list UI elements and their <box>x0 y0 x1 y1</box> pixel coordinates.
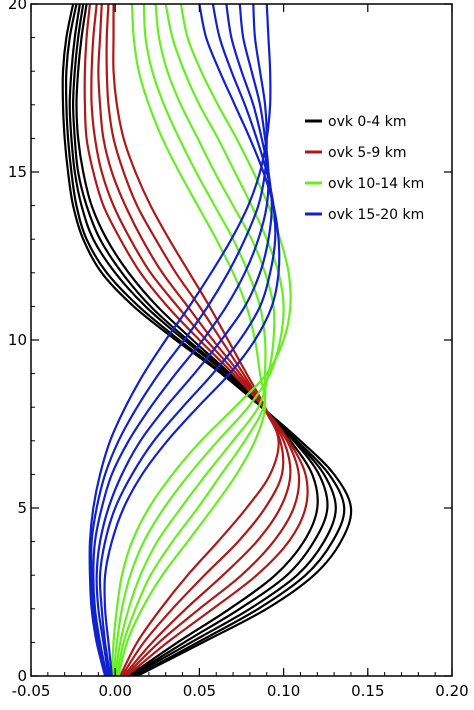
y-tick-label: 5 <box>17 499 27 517</box>
y-tick-label: 15 <box>8 163 27 181</box>
x-tick-label: 0.05 <box>183 682 216 700</box>
series-line-19 <box>92 4 270 676</box>
series-line-15 <box>110 4 292 676</box>
x-tick-label: 0.00 <box>98 682 131 700</box>
series-line-8 <box>97 4 292 676</box>
series-line-13 <box>114 4 276 676</box>
series-line-10 <box>112 4 280 676</box>
series-line-17 <box>98 4 277 676</box>
series-line-4 <box>72 4 329 676</box>
x-tick-label: 0.10 <box>267 682 300 700</box>
series-line-21 <box>88 4 272 676</box>
series-line-16 <box>103 4 281 676</box>
axis-ticks: -0.05 0.00 0.05 0.10 0.15 0.20 0 5 10 15 20 <box>8 0 469 700</box>
x-tick-label: -0.05 <box>12 682 51 700</box>
series-line-2 <box>64 4 346 676</box>
y-tick-label: 10 <box>8 331 27 349</box>
legend-label: ovk 0-4 km <box>328 114 406 130</box>
legend-label: ovk 15-20 km <box>328 207 424 223</box>
legend: ovk 0-4 km ovk 5-9 km ovk 10-14 km ovk 15-2… <box>305 114 424 223</box>
y-tick-label: 0 <box>17 667 27 685</box>
y-tick-label: 20 <box>8 0 27 13</box>
x-tick-label: 0.15 <box>351 682 384 700</box>
series-line-6 <box>83 4 309 676</box>
series-line-14 <box>112 4 285 676</box>
legend-label: ovk 5-9 km <box>328 145 406 161</box>
series-line-1 <box>61 4 353 676</box>
legend-label: ovk 10-14 km <box>328 176 424 192</box>
series-layer <box>61 4 353 676</box>
series-line-18 <box>95 4 273 676</box>
series-line-5 <box>75 4 319 676</box>
series-line-7 <box>90 4 301 676</box>
series-line-20 <box>90 4 268 676</box>
x-tick-label: 0.20 <box>435 682 468 700</box>
series-line-12 <box>115 4 267 676</box>
